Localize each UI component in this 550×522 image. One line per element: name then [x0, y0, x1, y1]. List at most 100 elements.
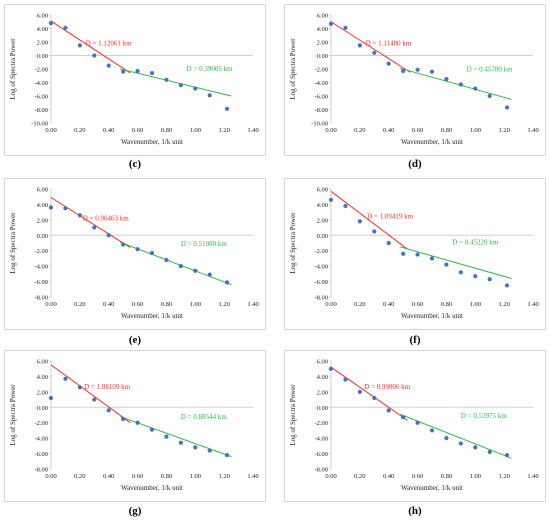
x-tick-label: 0.20: [354, 473, 365, 480]
data-point: [444, 436, 449, 441]
data-point: [149, 427, 155, 432]
x-tick-label: 0.20: [74, 473, 85, 480]
y-tick-label: -6.00: [314, 94, 328, 101]
data-point: [149, 70, 155, 76]
y-tick-label: -6.00: [34, 279, 48, 286]
data-point: [458, 441, 463, 446]
data-point: [164, 77, 169, 82]
data-point: [178, 83, 183, 88]
chart-svg: 6.00 4.00 2.00 0.00 -2.00 -4.00 -6.00 -8.00 -10.…: [289, 13, 539, 147]
data-point: [444, 262, 449, 267]
y-tick-label: 0.00: [317, 405, 328, 412]
y-tick-label: -8.00: [314, 107, 328, 114]
chart-svg: 6.004.002.000.00-2.00-4.00-6.00-8.000.00…: [289, 359, 539, 493]
x-tick-label: 1.40: [527, 473, 538, 480]
y-tick-label: -2.00: [314, 248, 328, 255]
data-point: [106, 63, 111, 68]
data-point: [357, 389, 362, 394]
data-point: [178, 264, 183, 269]
y-axis-title: Log of Spectra Power: [289, 212, 297, 274]
panel-label-c: (c): [128, 158, 142, 170]
data-point: [149, 250, 155, 256]
fit-line-green: [400, 246, 512, 279]
x-tick-label: 1.00: [190, 127, 201, 134]
y-tick-label: 6.00: [37, 359, 48, 366]
y-tick-label: 0.00: [37, 405, 48, 412]
data-point: [504, 283, 510, 288]
data-point: [444, 77, 449, 82]
data-point: [193, 445, 198, 450]
x-tick-label: 1.00: [190, 301, 201, 308]
y-tick-label: 6.00: [37, 13, 48, 20]
chart-svg: 6.004.002.000.00-2.00-4.00-6.00-8.000.00…: [9, 187, 259, 321]
x-tick-label: 1.00: [470, 301, 481, 308]
x-tick-label: 0.20: [74, 301, 85, 308]
x-tick-label: 0.40: [383, 301, 394, 308]
x-tick-label: 0.80: [441, 301, 452, 308]
y-tick-label: 0.00: [37, 233, 48, 240]
x-tick-label: 1.40: [527, 127, 538, 134]
data-point: [357, 43, 362, 48]
fit-label-green: D = 0.45780 km: [467, 66, 514, 74]
data-point: [92, 53, 97, 58]
x-tick-label: 1.40: [527, 301, 538, 308]
fit-line-red: [330, 190, 408, 250]
fit-label-green: D = 0.51980 km: [181, 240, 228, 248]
x-axis-title: Wavenumber, 1/k unit: [401, 484, 463, 492]
y-tick-label: -6.00: [314, 279, 328, 286]
y-tick-label: -4.00: [314, 80, 328, 87]
data-point: [386, 408, 391, 413]
x-tick-label: 0.80: [441, 473, 452, 480]
data-point: [121, 416, 126, 421]
data-point: [48, 21, 54, 26]
y-tick-label: 2.00: [317, 389, 328, 396]
x-tick-label: 1.40: [247, 473, 258, 480]
x-tick-label: 0.20: [354, 301, 365, 308]
data-point: [328, 366, 334, 371]
data-point: [164, 257, 169, 263]
y-axis-title: Log of Spectra Power: [289, 384, 297, 446]
x-tick-label: 0.60: [412, 473, 423, 480]
y-tick-label: 4.00: [37, 202, 48, 209]
data-point: [386, 240, 391, 246]
y-tick-label: -8.00: [314, 467, 328, 474]
fit-label-red: D = 1.08109 km: [84, 383, 131, 391]
y-tick-label: 6.00: [317, 187, 328, 194]
y-tick-label: -2.00: [34, 67, 48, 74]
y-axis-title: Log of Spectra Power: [289, 38, 297, 100]
y-tick-label: -10.00: [31, 121, 48, 128]
x-axis-title: Wavenumber, 1/k unit: [401, 138, 463, 146]
data-point: [224, 106, 230, 111]
chart-panel-c: 6.00 4.00 2.00 0.00 -2.00 -4.00 -6.00 -8.00 -10.…: [4, 4, 266, 156]
x-tick-label: 1.40: [247, 127, 258, 134]
x-tick-label: 1.20: [498, 127, 509, 134]
panel-label-g: (g): [128, 505, 142, 517]
fit-label-green: D = 0.53975 km: [461, 412, 508, 420]
y-tick-label: -2.00: [34, 420, 48, 427]
data-point: [357, 219, 362, 224]
data-point: [372, 395, 377, 401]
x-axis-title: Wavenumber, 1/k unit: [401, 312, 463, 320]
x-tick-label: 0.00: [325, 127, 336, 134]
x-tick-label: 1.20: [498, 301, 509, 308]
x-tick-label: 1.40: [247, 301, 258, 308]
data-point: [106, 233, 111, 238]
y-tick-label: 2.00: [37, 389, 48, 396]
x-tick-label: 0.20: [354, 127, 365, 134]
data-point: [92, 225, 97, 230]
x-tick-label: 0.00: [45, 473, 56, 480]
x-axis-title: Wavenumber, 1/k unit: [121, 312, 183, 320]
y-tick-label: 6.00: [317, 13, 328, 20]
x-tick-label: 1.00: [190, 473, 201, 480]
data-point: [63, 25, 68, 30]
panel-label-e: (e): [128, 334, 142, 346]
chart-panel-g: 6.00 4.00 2.00 0.00 -2.00 -4.00 -6.00 -8.00 0.00…: [4, 350, 266, 502]
data-point: [473, 274, 478, 279]
x-tick-label: 0.00: [45, 301, 56, 308]
data-point: [92, 397, 97, 402]
y-tick-label: -4.00: [34, 80, 48, 87]
data-point: [193, 86, 198, 91]
fit-label-red: D = 1.09419 km: [367, 212, 414, 220]
data-point: [207, 272, 212, 277]
fit-label-green: D = 0.88544 km: [181, 413, 228, 421]
